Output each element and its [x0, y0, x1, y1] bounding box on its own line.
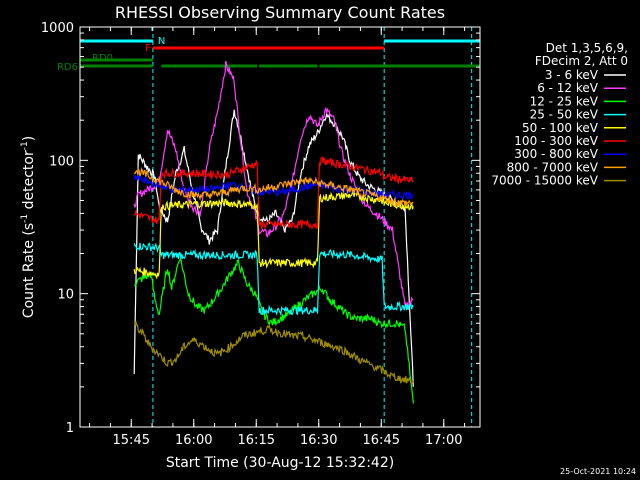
legend-label-7: 800 - 7000 keV [507, 160, 599, 174]
legend-label-1: 6 - 12 keV [537, 81, 599, 95]
plot-area: NF RD0 RD6 [57, 27, 480, 427]
plot-frame [79, 26, 481, 428]
series-line-7 [133, 166, 414, 208]
series-line-4 [133, 191, 414, 280]
legend-label-2: 12 - 25 keV [530, 94, 599, 108]
flag-label-rd0: RD0 [92, 53, 113, 64]
x-tick-label-0: 15:45 [113, 433, 150, 448]
y-axis-label-end: ) [21, 136, 37, 141]
legend: Det 1,3,5,6,9, FDecim 2, Att 0 3 - 6 keV… [491, 41, 628, 188]
series-line-1 [133, 60, 414, 308]
x-tick-label-3: 16:30 [300, 433, 337, 448]
series-line-3 [133, 242, 414, 317]
y-axis-label-main: Count Rate (s [21, 223, 37, 318]
series-line-0 [133, 109, 414, 387]
y-axis-label-sup2: -1 [20, 141, 30, 150]
legend-label-3: 25 - 50 keV [530, 108, 599, 122]
series-line-8 [133, 319, 414, 385]
y-axis-label-mid: detector [21, 150, 37, 214]
y-tick-label-3: 1000 [41, 21, 74, 36]
legend-label-4: 50 - 100 keV [522, 121, 599, 135]
x-tick-label-2: 16:15 [238, 433, 275, 448]
x-tick-label-1: 16:00 [175, 433, 212, 448]
legend-label-8: 7000 - 15000 keV [491, 174, 598, 188]
y-tick-label-1: 10 [57, 288, 74, 303]
legend-label-0: 3 - 6 keV [545, 68, 599, 82]
footer-date: 25-Oct-2021 10:24 [560, 467, 636, 476]
y-axis-label-sup1: -1 [20, 214, 30, 223]
y-axis-label: Count Rate (s-1 detector-1) [20, 136, 37, 318]
axes: 1 10 100 1000 15:45 16:00 16:15 16:30 16:45 17:00 [41, 21, 480, 448]
x-tick-label-4: 16:45 [363, 433, 400, 448]
series-line-5 [134, 156, 414, 230]
flag-label-rd6: RD6 [57, 62, 78, 73]
x-axis-label: Start Time (30-Aug-12 15:32:42) [166, 455, 394, 471]
legend-label-5: 100 - 300 keV [514, 134, 598, 148]
chart-title: RHESSI Observing Summary Count Rates [115, 3, 445, 22]
legend-label-6: 300 - 800 keV [514, 147, 598, 161]
x-tick-label-5: 17:00 [425, 433, 462, 448]
flag-label-n: N [158, 36, 165, 47]
flag-label-f: F [145, 43, 151, 54]
legend-header-line-2: FDecim 2, Att 0 [535, 54, 628, 68]
y-tick-label-2: 100 [49, 154, 74, 169]
legend-header-line-1: Det 1,3,5,6,9, [546, 41, 628, 55]
y-tick-label-0: 1 [66, 421, 74, 436]
